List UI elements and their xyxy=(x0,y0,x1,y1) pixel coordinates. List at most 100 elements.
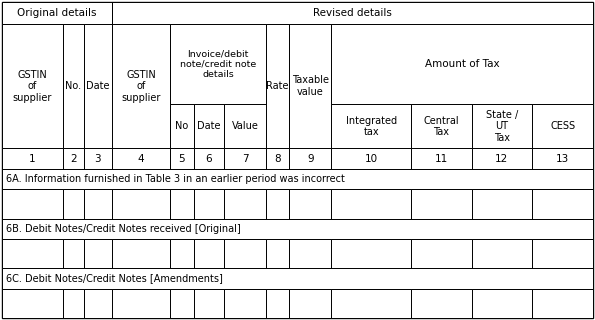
Bar xyxy=(62,189,84,219)
Bar xyxy=(533,148,593,169)
Bar xyxy=(170,24,266,104)
Bar xyxy=(62,239,84,268)
Text: 6B. Debit Notes/Credit Notes received [Original]: 6B. Debit Notes/Credit Notes received [O… xyxy=(6,224,241,234)
Text: Revised details: Revised details xyxy=(313,8,392,18)
Bar xyxy=(62,289,84,318)
Bar xyxy=(289,148,331,169)
Text: GSTIN
of
supplier: GSTIN of supplier xyxy=(12,69,52,103)
Text: Rate: Rate xyxy=(267,81,289,91)
Bar xyxy=(170,104,193,148)
Bar xyxy=(224,239,266,268)
Bar xyxy=(224,148,266,169)
Bar xyxy=(471,104,533,148)
Bar xyxy=(289,289,331,318)
Bar xyxy=(533,239,593,268)
Text: Taxable
value: Taxable value xyxy=(292,75,329,97)
Text: 6: 6 xyxy=(205,154,212,164)
Bar xyxy=(331,239,411,268)
Bar xyxy=(2,169,593,189)
Bar xyxy=(411,239,471,268)
Bar xyxy=(471,289,533,318)
Text: GSTIN
of
supplier: GSTIN of supplier xyxy=(121,69,161,103)
Bar xyxy=(62,24,84,148)
Text: Original details: Original details xyxy=(17,8,96,18)
Bar xyxy=(193,189,224,219)
Bar xyxy=(266,24,289,148)
Text: Date: Date xyxy=(86,81,109,91)
Bar xyxy=(84,289,112,318)
Bar xyxy=(193,104,224,148)
Text: State /
UT
Tax: State / UT Tax xyxy=(486,110,518,143)
Text: Integrated
tax: Integrated tax xyxy=(346,116,397,137)
Bar xyxy=(112,24,170,148)
Text: Value: Value xyxy=(231,121,258,131)
Text: No: No xyxy=(176,121,189,131)
Bar xyxy=(411,289,471,318)
Bar xyxy=(170,148,193,169)
Bar xyxy=(112,148,170,169)
Bar xyxy=(266,239,289,268)
Bar xyxy=(112,189,170,219)
Bar xyxy=(193,148,224,169)
Bar xyxy=(471,239,533,268)
Bar xyxy=(2,289,62,318)
Bar xyxy=(112,239,170,268)
Text: Central
Tax: Central Tax xyxy=(424,116,459,137)
Text: 3: 3 xyxy=(95,154,101,164)
Bar xyxy=(289,239,331,268)
Bar xyxy=(411,189,471,219)
Bar xyxy=(2,2,112,24)
Bar xyxy=(170,189,193,219)
Bar xyxy=(331,148,411,169)
Text: Invoice/debit
note/credit note
details: Invoice/debit note/credit note details xyxy=(180,49,256,79)
Text: No.: No. xyxy=(65,81,82,91)
Bar xyxy=(2,148,62,169)
Bar xyxy=(2,24,62,148)
Bar xyxy=(2,219,593,239)
Bar xyxy=(224,189,266,219)
Text: 1: 1 xyxy=(29,154,36,164)
Bar xyxy=(471,148,533,169)
Bar xyxy=(266,289,289,318)
Text: 8: 8 xyxy=(274,154,281,164)
Text: 11: 11 xyxy=(434,154,448,164)
Bar xyxy=(266,189,289,219)
Bar xyxy=(266,148,289,169)
Bar xyxy=(411,104,471,148)
Text: 6A. Information furnished in Table 3 in an earlier period was incorrect: 6A. Information furnished in Table 3 in … xyxy=(6,174,345,184)
Bar xyxy=(84,239,112,268)
Bar xyxy=(533,189,593,219)
Bar xyxy=(84,148,112,169)
Bar xyxy=(112,289,170,318)
Text: 4: 4 xyxy=(137,154,145,164)
Text: 6C. Debit Notes/Credit Notes [Amendments]: 6C. Debit Notes/Credit Notes [Amendments… xyxy=(6,274,223,284)
Bar xyxy=(2,239,62,268)
Text: 2: 2 xyxy=(70,154,77,164)
Bar xyxy=(193,289,224,318)
Bar xyxy=(331,104,411,148)
Bar xyxy=(411,148,471,169)
Bar xyxy=(224,104,266,148)
Bar xyxy=(533,289,593,318)
Text: CESS: CESS xyxy=(550,121,575,131)
Bar xyxy=(471,189,533,219)
Bar xyxy=(62,148,84,169)
Text: 7: 7 xyxy=(242,154,248,164)
Bar xyxy=(331,289,411,318)
Bar xyxy=(2,268,593,289)
Text: 5: 5 xyxy=(178,154,185,164)
Bar xyxy=(84,24,112,148)
Bar xyxy=(170,239,193,268)
Bar xyxy=(112,2,593,24)
Text: 12: 12 xyxy=(495,154,509,164)
Bar xyxy=(289,24,331,148)
Bar xyxy=(331,189,411,219)
Bar xyxy=(170,289,193,318)
Text: Date: Date xyxy=(197,121,221,131)
Bar xyxy=(533,104,593,148)
Text: 13: 13 xyxy=(556,154,569,164)
Text: 9: 9 xyxy=(307,154,314,164)
Text: 10: 10 xyxy=(365,154,378,164)
Text: Amount of Tax: Amount of Tax xyxy=(425,59,499,69)
Bar xyxy=(331,24,593,104)
